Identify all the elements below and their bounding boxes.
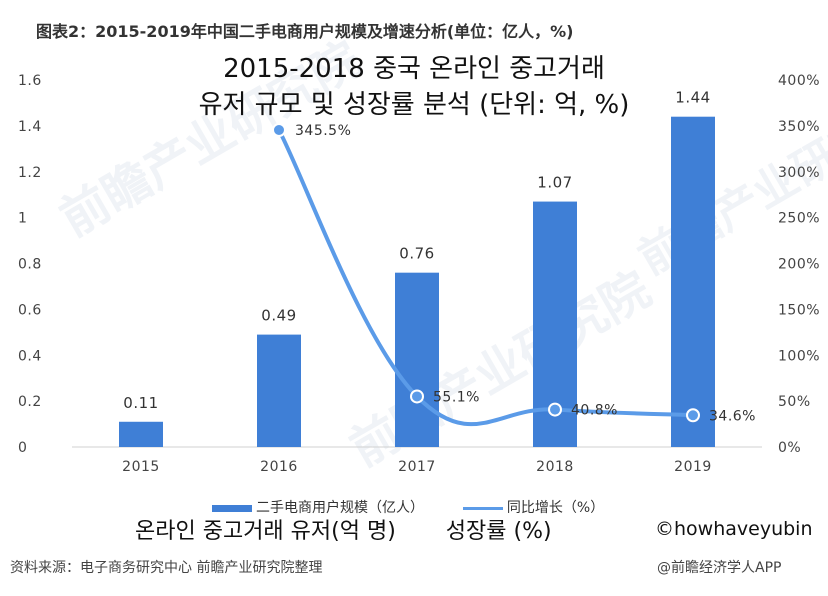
y-right-tick-label: 0% (778, 440, 801, 456)
legend-bar-label: 二手电商用户规模（亿人） (256, 500, 424, 516)
x-tick-label: 2015 (122, 459, 160, 475)
legend-bar-label-ko: 온라인 중고거래 유저(억 명) (135, 519, 396, 544)
line-point (548, 402, 562, 417)
chart-title-overlay-line2: 유저 규모 및 성장률 분석 (단위: 억, %) (198, 90, 630, 120)
legend: 二手电商用户规模（亿人） 同比增长（%） (212, 497, 604, 517)
bar-data-label: 0.76 (399, 245, 434, 263)
legend-line-swatch (462, 506, 503, 510)
y-right-tick-label: 150% (778, 302, 820, 318)
y-right-tick-label: 50% (778, 394, 811, 410)
y-left-tick-label: 1 (18, 211, 27, 227)
bar (671, 116, 715, 447)
line-data-label: 34.6% (709, 408, 756, 424)
legend-line-label: 同比增长（%） (506, 500, 605, 516)
line-point (272, 123, 286, 138)
chart-title-original: 图表2：2015-2019年中国二手电商用户规模及增速分析(单位：亿人，%) (36, 22, 574, 41)
y-left-tick-label: 1.2 (18, 165, 42, 181)
chart-title-overlay-line1: 2015-2018 중국 온라인 중고거래 (223, 54, 605, 84)
bar (119, 421, 163, 447)
y-left-tick-label: 0.4 (18, 348, 42, 364)
bar-data-label: 0.11 (123, 394, 158, 412)
x-tick-label: 2017 (398, 459, 436, 475)
line-point (410, 389, 424, 404)
legend-bar-swatch (212, 504, 252, 512)
y-right-tick-label: 400% (778, 73, 820, 89)
y-right-tick-label: 250% (778, 211, 820, 227)
y-left-tick-label: 1.4 (18, 119, 42, 135)
source-note: 资料来源：电子商务研究中心 前瞻产业研究院整理 (10, 560, 323, 576)
y-left-tick-label: 1.6 (18, 73, 42, 89)
growth-line (277, 129, 694, 427)
copyright-text: ©howhaveyubin (655, 518, 813, 540)
y-right-tick-label: 200% (778, 257, 820, 273)
y-left-tick-label: 0.2 (18, 394, 42, 410)
bar-data-label: 0.49 (261, 307, 296, 325)
y-left-tick-label: 0.6 (18, 302, 42, 318)
bar (257, 334, 301, 447)
legend-korean: 온라인 중고거래 유저(억 명) 성장률 (%) (135, 513, 552, 545)
y-left-tick-label: 0 (18, 440, 27, 456)
line-point (686, 408, 700, 423)
y-right-tick-label: 350% (778, 119, 820, 135)
bar-data-label: 1.07 (537, 174, 572, 192)
line-data-label: 55.1% (433, 389, 480, 405)
bar (395, 272, 439, 447)
brand-text: @前瞻经济学人APP (657, 560, 782, 576)
legend-line-label-ko: 성장률 (%) (445, 519, 552, 544)
x-tick-label: 2018 (536, 459, 574, 475)
bar-data-label: 1.44 (675, 89, 710, 107)
line-data-label: 345.5% (295, 123, 351, 139)
x-tick-label: 2016 (260, 459, 298, 475)
y-right-tick-label: 300% (778, 165, 820, 181)
y-left-tick-label: 0.8 (18, 257, 42, 273)
x-tick-label: 2019 (674, 459, 712, 475)
line-data-label: 40.8% (571, 403, 618, 419)
y-right-tick-label: 100% (778, 348, 820, 364)
